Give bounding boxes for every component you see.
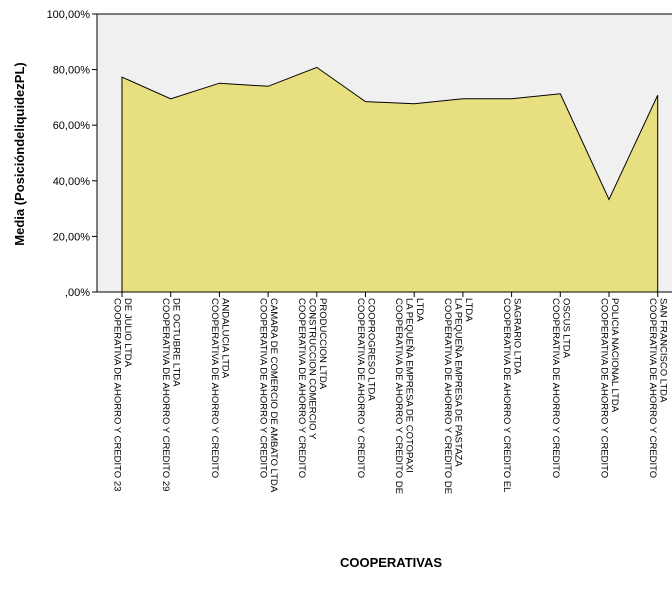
y-tick-label: 20,00%	[53, 231, 91, 243]
x-tick-label: COOPERATIVA DE AHORRO Y CREDITO	[258, 298, 269, 478]
x-tick-label: COOPERATIVA DE AHORRO Y CREDITO	[599, 298, 610, 478]
x-ticks: COOPERATIVA DE AHORRO Y CREDITO 23 DE JUL…	[112, 292, 669, 494]
x-tick-label: SAGRARIO LTDA	[512, 298, 523, 375]
y-tick-label: 100,00%	[47, 9, 91, 21]
x-tick-label: CONSTRUCCION COMERCIO Y	[306, 298, 317, 440]
x-tick-label: CAMARA DE COMERCIO DE AMBATO LTDA	[268, 298, 279, 493]
x-tick-label: COOPERATIVA DE AHORRO Y CREDITO	[647, 298, 658, 478]
data-point-10	[559, 92, 562, 95]
x-tick-label: PRODUCCION LTDA	[317, 298, 328, 390]
x-tick-label: COOPROGRESO LTDA	[366, 298, 377, 401]
x-tick-label: COOPERATIVA DE AHORRO Y CREDITO DE	[393, 298, 404, 494]
data-point-12	[656, 94, 659, 97]
data-point-5	[315, 66, 318, 69]
data-point-3	[218, 82, 221, 85]
data-point-8	[461, 97, 464, 100]
y-ticks: 100,00% 80,00% 60,00% 40,00% 20,00% ,00%	[47, 9, 97, 299]
x-axis-title: COOPERATIVAS	[340, 555, 442, 570]
x-tick-label: COOPERATIVA DE AHORRO Y CREDITO 29	[160, 298, 171, 491]
area-series	[121, 66, 659, 293]
x-tick-label: COOPERATIVA DE AHORRO Y CREDITO 23	[112, 298, 123, 491]
x-tick-label: POLICIA NACIONAL LTDA	[609, 298, 620, 413]
y-tick-label: 80,00%	[53, 65, 91, 77]
y-tick-label: 40,00%	[53, 176, 91, 188]
data-point-7	[413, 102, 416, 105]
x-tick-label: OSCUS LTDA	[560, 298, 571, 359]
y-tick-label: 60,00%	[53, 120, 91, 132]
x-tick-label: ANDALUCIA LTDA	[219, 298, 230, 379]
x-tick-label: LTDA	[414, 298, 425, 322]
x-tick-label: LA PEQUEÑA EMPRESA DE PASTAZA	[452, 298, 463, 467]
x-tick-label: COOPERATIVA DE AHORRO Y CREDITO	[209, 298, 220, 478]
y-tick-label: ,00%	[65, 287, 90, 299]
x-tick-label: COOPERATIVA DE AHORRO Y CREDITO DE	[442, 298, 453, 494]
area-layer	[121, 66, 659, 293]
data-point-2	[169, 97, 172, 100]
x-tick-label: COOPERATIVA DE AHORRO Y CREDITO	[355, 298, 366, 478]
data-point-6	[364, 100, 367, 103]
data-point-11	[608, 198, 611, 201]
x-tick-label: LTDA	[463, 298, 474, 322]
data-point-4	[267, 85, 270, 88]
y-axis-title: Media (PosicióndeliquidezPL)	[12, 62, 27, 245]
data-point-9	[510, 97, 513, 100]
x-tick-label: COOPERATIVA DE AHORRO Y CREDITO EL	[501, 298, 512, 492]
data-point-1	[121, 76, 124, 79]
x-tick-label: DE OCTUBRE LTDA	[171, 298, 182, 387]
x-tick-label: COOPERATIVA DE AHORRO Y CREDITO	[296, 298, 307, 478]
x-tick-label: COOPERATIVA DE AHORRO Y CREDITO	[550, 298, 561, 478]
x-tick-label: SAN FRANCISCO LTDA	[658, 298, 669, 403]
x-tick-label: LA PEQUEÑA EMPRESA DE COTOPAXI	[404, 298, 415, 473]
x-tick-label: DE JULIO LTDA	[122, 298, 133, 368]
